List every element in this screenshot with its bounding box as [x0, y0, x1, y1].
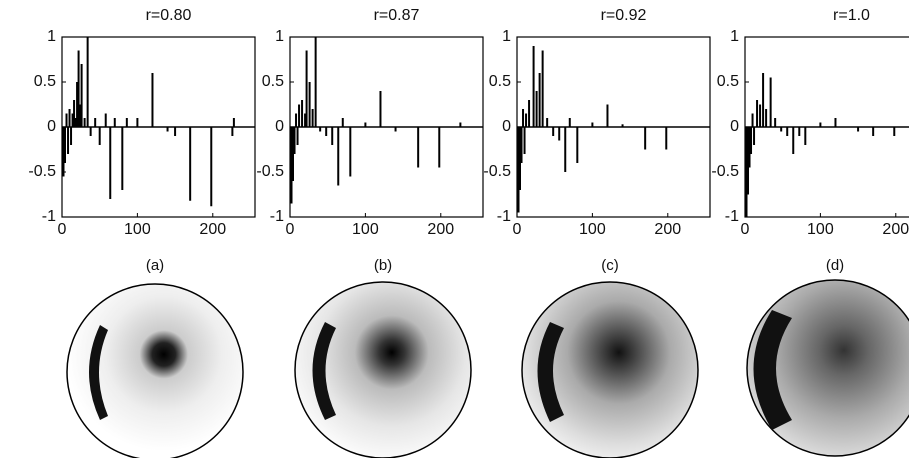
caption: (b)	[374, 257, 392, 274]
y-tick-label: 0	[275, 118, 284, 135]
stem-chart: r=0.80 -1 -0.5 0 0.5 1 0 100 200 (a)	[28, 7, 256, 274]
image-c	[521, 281, 699, 458]
x-tick-label: 200	[882, 221, 909, 238]
y-tick-label: 0.5	[489, 73, 511, 90]
y-tick-label: -0.5	[483, 163, 511, 180]
y-tick-label: 0.5	[717, 73, 739, 90]
image-a	[66, 283, 244, 458]
x-tick-label: 100	[579, 221, 606, 238]
y-tick-label: 1	[730, 28, 739, 45]
stem-chart: r=0.87 -1 -0.5 0 0.5 1 0 100 200 (b)	[256, 7, 484, 274]
y-tick-label: 0	[730, 118, 739, 135]
y-tick-label: 1	[47, 28, 56, 45]
image-b	[294, 281, 472, 458]
caption: (c)	[601, 257, 619, 274]
y-tick-label: 1	[275, 28, 284, 45]
y-tick-label: 0.5	[34, 73, 56, 90]
x-tick-label: 100	[124, 221, 151, 238]
x-tick-label: 100	[807, 221, 834, 238]
y-tick-label: 0	[502, 118, 511, 135]
chart-title: r=0.80	[146, 7, 192, 24]
y-tick-label: -0.5	[256, 163, 284, 180]
x-tick-label: 200	[427, 221, 454, 238]
y-tick-label: -1	[725, 208, 739, 225]
x-tick-label: 100	[352, 221, 379, 238]
x-tick-label: 0	[58, 221, 67, 238]
y-tick-label: -1	[497, 208, 511, 225]
y-tick-label: -0.5	[28, 163, 56, 180]
x-tick-label: 200	[654, 221, 681, 238]
x-tick-label: 200	[199, 221, 226, 238]
x-tick-label: 0	[741, 221, 750, 238]
x-tick-label: 0	[513, 221, 522, 238]
y-tick-label: 1	[502, 28, 511, 45]
y-tick-label: -1	[42, 208, 56, 225]
stem-chart: r=1.0 -1 -0.5 0 0.5 1 0 100 200 (d)	[711, 7, 909, 274]
chart-title: r=1.0	[833, 7, 870, 24]
y-tick-label: 0	[47, 118, 56, 135]
stem-chart: r=0.92 -1 -0.5 0 0.5 1 0 100 200 (c)	[483, 7, 711, 274]
y-tick-label: -0.5	[711, 163, 739, 180]
chart-title: r=0.92	[601, 7, 647, 24]
caption: (a)	[146, 257, 164, 274]
caption: (d)	[826, 257, 844, 274]
y-tick-label: -1	[270, 208, 284, 225]
y-tick-label: 0.5	[262, 73, 284, 90]
image-d	[746, 279, 909, 457]
chart-title: r=0.87	[374, 7, 420, 24]
x-tick-label: 0	[286, 221, 295, 238]
